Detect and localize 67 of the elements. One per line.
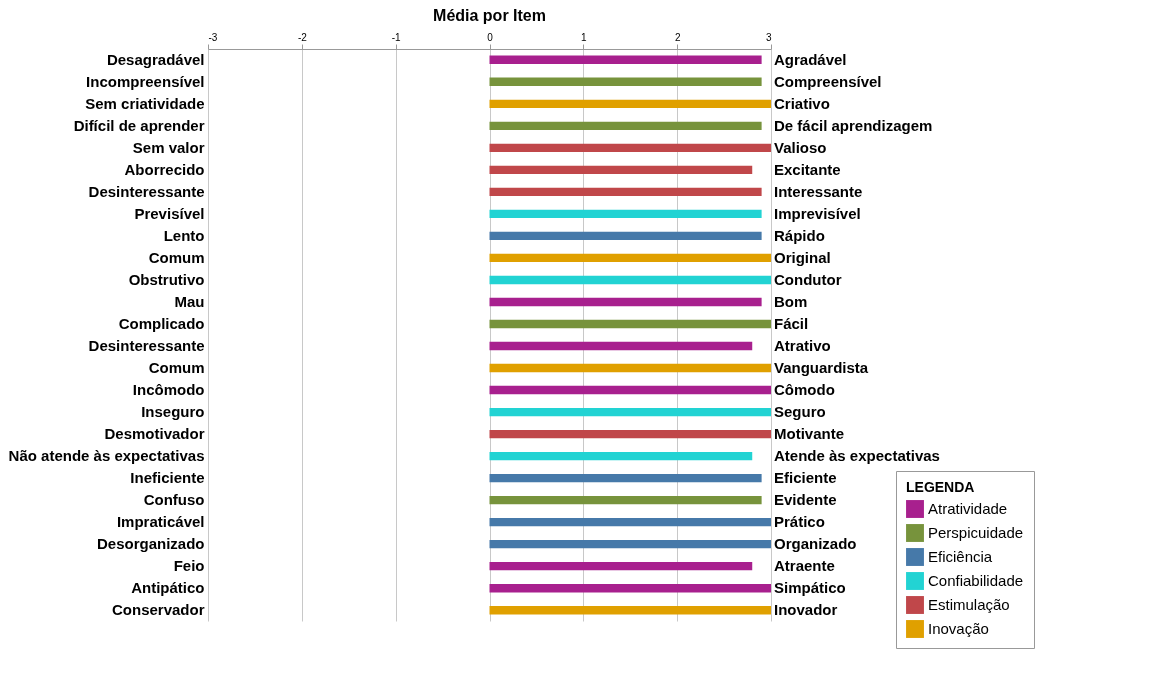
y2-tick-label: Prático: [774, 513, 825, 531]
y-tick-label: Lento: [163, 226, 205, 244]
y-tick-label: Mau: [174, 292, 205, 310]
y-tick-label: Impraticável: [116, 513, 205, 531]
y2-tick-label: Eficiente: [774, 469, 837, 487]
legend-label: Atratividade: [928, 500, 1008, 517]
y2-tick-label: Criativo: [774, 94, 830, 112]
y-tick-label: Inseguro: [141, 403, 205, 421]
y-tick-label: Aborrecido: [124, 160, 205, 178]
legend-label: Estimulação: [928, 596, 1010, 613]
x-tick-label: -3: [208, 31, 218, 43]
y-tick-label: Não atende às expectativas: [8, 447, 205, 465]
y2-tick-label: Organizado: [774, 535, 857, 553]
y-tick-label: Sem valor: [132, 138, 205, 156]
y-tick-label: Sem criatividade: [85, 94, 205, 112]
y2-tick-label: Rápido: [774, 226, 825, 244]
y-tick-label: Desinteressante: [88, 182, 205, 200]
y-tick-label: Feio: [173, 557, 205, 575]
y2-tick-label: Agradável: [774, 50, 847, 68]
y-tick-label: Desmotivador: [104, 425, 205, 443]
legend-title: LEGENDA: [906, 479, 975, 495]
y2-tick-label: Condutor: [774, 270, 842, 288]
y2-tick-label: Fácil: [774, 314, 809, 332]
y-tick-label: Comum: [148, 248, 205, 266]
y2-tick-label: Vanguardista: [774, 359, 869, 377]
y-tick-label: Comum: [148, 359, 205, 377]
y2-tick-label: Bom: [774, 292, 808, 310]
y-tick-label: Ineficiente: [130, 469, 205, 487]
y-tick-label: Incompreensível: [86, 72, 205, 90]
legend-label: Confiabilidade: [928, 572, 1024, 589]
y-tick-label: Confuso: [143, 491, 205, 509]
y-tick-label: Desorganizado: [96, 535, 205, 553]
y2-tick-label: Interessante: [774, 182, 863, 200]
y2-tick-label: Cômodo: [774, 381, 835, 399]
x-tick-label: 1: [581, 31, 588, 43]
y-tick-label: Conservador: [111, 601, 205, 619]
y2-tick-label: De fácil aprendizagem: [774, 116, 933, 134]
y2-tick-label: Compreensível: [774, 72, 882, 90]
y2-tick-label: Imprevisível: [774, 204, 861, 222]
y2-tick-label: Atraente: [774, 557, 835, 575]
y2-tick-label: Evidente: [774, 491, 837, 509]
y2-tick-label: Seguro: [774, 403, 826, 421]
y-tick-label: Desagradável: [106, 50, 205, 68]
y2-tick-label: Motivante: [774, 425, 845, 443]
y2-tick-label: Valioso: [774, 138, 827, 156]
y-tick-label: Obstrutivo: [128, 270, 205, 288]
chart-title: Média por Item: [433, 7, 546, 24]
legend-label: Eficiência: [928, 548, 993, 565]
y-tick-label: Complicado: [118, 314, 205, 332]
x-tick-label: 0: [487, 31, 494, 43]
y-tick-label: Difícil de aprender: [73, 116, 205, 134]
y2-tick-label: Inovador: [774, 601, 838, 619]
x-tick-label: -2: [297, 31, 308, 43]
y2-tick-label: Atrativo: [774, 337, 831, 355]
x-tick-label: 3: [765, 31, 772, 43]
legend-label: Perspicuidade: [928, 524, 1024, 541]
x-tick-label: -1: [391, 31, 402, 43]
y2-tick-label: Original: [774, 248, 831, 266]
y2-tick-label: Simpático: [774, 579, 846, 597]
y-tick-label: Incômodo: [132, 381, 205, 399]
y-tick-label: Antipático: [131, 579, 205, 597]
x-tick-label: 2: [674, 31, 681, 43]
legend-label: Inovação: [928, 620, 989, 637]
y2-tick-label: Excitante: [774, 160, 841, 178]
y-tick-label: Desinteressante: [88, 337, 205, 355]
y2-tick-label: Atende às expectativas: [774, 447, 940, 465]
y-tick-label: Previsível: [134, 204, 205, 222]
